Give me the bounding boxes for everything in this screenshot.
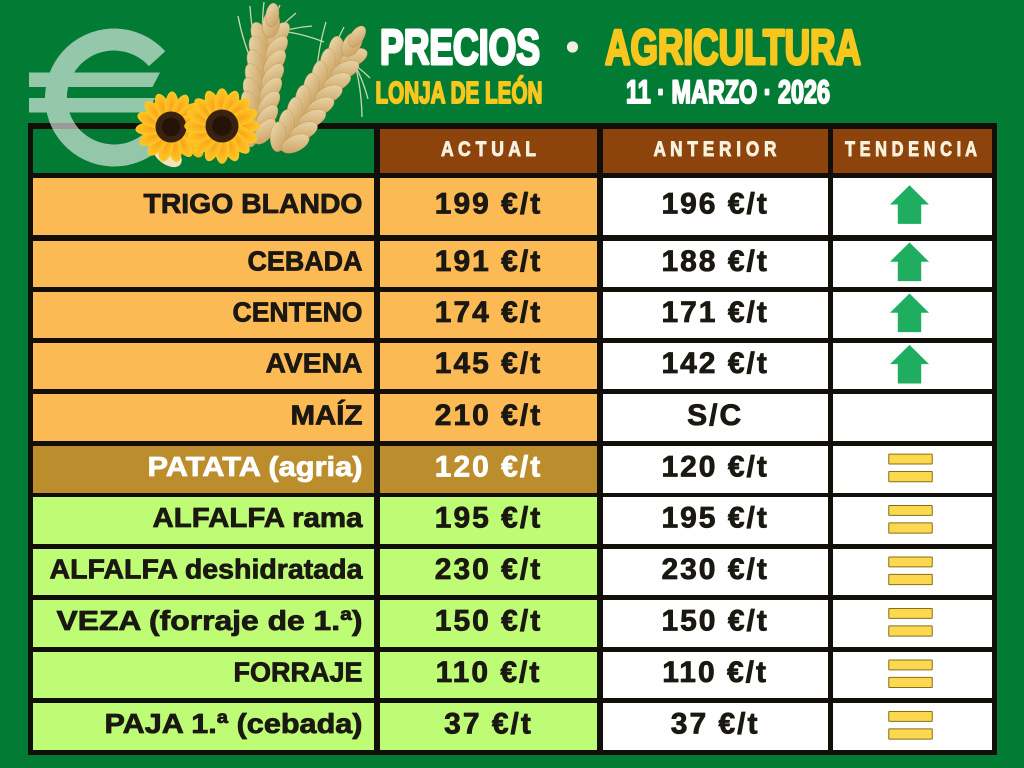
svg-text:VEZA (forraje de 1.ª): VEZA (forraje de 1.ª)	[57, 605, 363, 636]
svg-text:T E N D E N C I A: T E N D E N C I A	[845, 138, 977, 161]
svg-text:S/C: S/C	[687, 399, 743, 432]
svg-text:11 · MARZO · 2026: 11 · MARZO · 2026	[626, 74, 830, 109]
svg-text:110 €/t: 110 €/t	[662, 656, 768, 689]
svg-text:230 €/t: 230 €/t	[661, 553, 768, 586]
svg-text:MAÍZ: MAÍZ	[291, 399, 363, 430]
svg-text:195 €/t: 195 €/t	[435, 502, 542, 535]
svg-text:142 €/t: 142 €/t	[661, 347, 768, 380]
svg-text:120 €/t: 120 €/t	[435, 450, 542, 483]
svg-text:199 €/t: 199 €/t	[435, 188, 542, 221]
svg-text:150 €/t: 150 €/t	[435, 605, 542, 638]
svg-text:TRIGO BLANDO: TRIGO BLANDO	[144, 188, 363, 219]
svg-text:AVENA: AVENA	[266, 348, 363, 379]
svg-text:174 €/t: 174 €/t	[435, 296, 542, 329]
svg-text:145 €/t: 145 €/t	[435, 347, 542, 380]
svg-text:ALFALFA deshidratada: ALFALFA deshidratada	[50, 554, 363, 585]
svg-text:120 €/t: 120 €/t	[661, 450, 768, 483]
svg-text:FORRAJE: FORRAJE	[234, 657, 363, 688]
svg-text:A C T U A L: A C T U A L	[441, 138, 536, 161]
svg-text:AGRICULTURA: AGRICULTURA	[605, 20, 861, 75]
svg-text:37 €/t: 37 €/t	[444, 708, 533, 741]
svg-text:171 €/t: 171 €/t	[661, 296, 768, 329]
svg-text:150 €/t: 150 €/t	[661, 605, 768, 638]
svg-text:LONJA DE LEÓN: LONJA DE LEÓN	[376, 75, 543, 110]
svg-text:110 €/t: 110 €/t	[436, 656, 542, 689]
svg-text:37 €/t: 37 €/t	[671, 708, 760, 741]
svg-text:210 €/t: 210 €/t	[435, 399, 542, 432]
svg-text:PAJA 1.ª (cebada): PAJA 1.ª (cebada)	[105, 708, 363, 739]
svg-text:191 €/t: 191 €/t	[435, 245, 542, 278]
svg-text:188 €/t: 188 €/t	[661, 245, 768, 278]
svg-text:196 €/t: 196 €/t	[661, 188, 768, 221]
svg-text:PATATA (agria): PATATA (agria)	[148, 451, 363, 482]
svg-text:CENTENO: CENTENO	[233, 296, 363, 327]
svg-text:A N T E R I O R: A N T E R I O R	[654, 138, 777, 161]
svg-text:230 €/t: 230 €/t	[435, 553, 542, 586]
svg-text:ALFALFA rama: ALFALFA rama	[153, 502, 363, 533]
svg-text:CEBADA: CEBADA	[248, 245, 363, 276]
svg-text:PRECIOS: PRECIOS	[380, 20, 540, 75]
svg-text:195 €/t: 195 €/t	[661, 502, 768, 535]
